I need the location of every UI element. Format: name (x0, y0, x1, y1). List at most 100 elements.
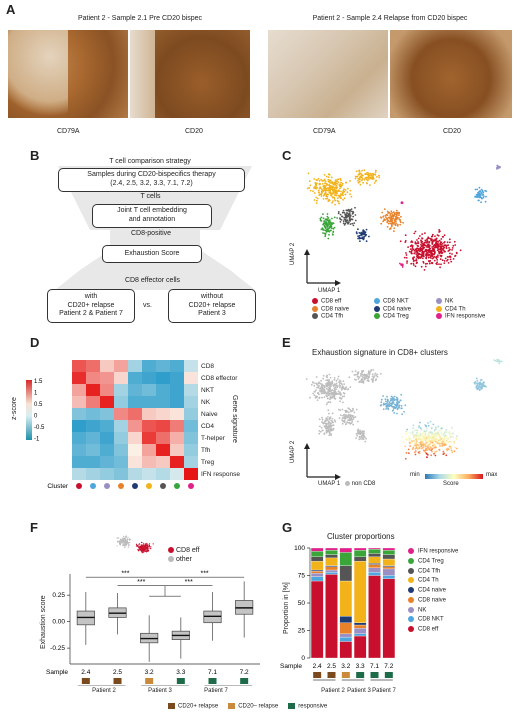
umap-point (345, 212, 348, 214)
stacked-segment (325, 574, 338, 659)
umap-e-point (405, 438, 408, 441)
umap-point (327, 193, 329, 196)
umap-e-point (392, 401, 395, 404)
umap-point (330, 185, 332, 187)
umap-point (329, 225, 331, 228)
umap-e-point (339, 380, 342, 383)
umap-e-point (435, 434, 437, 437)
umap-e-point (327, 394, 330, 397)
umap-point (312, 190, 314, 193)
umap-e-point (384, 398, 387, 400)
umap-point (406, 262, 408, 264)
umap-point (424, 241, 427, 243)
umap-point (496, 166, 498, 169)
legend-swatch (408, 577, 414, 584)
umap-e-point (412, 446, 415, 449)
legend-swatch (436, 298, 442, 304)
umap-point (411, 252, 413, 255)
umap-e-point (431, 435, 434, 438)
umap-point (424, 232, 426, 234)
stacked-segment (339, 565, 353, 582)
umap-e-point (436, 439, 438, 442)
mini-umap-point (127, 545, 129, 547)
umap-e-point (333, 390, 336, 393)
zscore-tick: 0 (34, 414, 38, 420)
condition-square (145, 678, 154, 684)
umap-e-point (324, 420, 327, 422)
umap-point (411, 241, 414, 243)
umap-e-point (318, 381, 320, 384)
umap-point (439, 258, 442, 261)
umap-point (322, 189, 324, 192)
umap-e-point (425, 427, 428, 430)
boxplot-ylabel: Exhaustion score (40, 595, 47, 649)
umap-point (341, 193, 344, 196)
umap-point (322, 198, 325, 200)
umap-e-point (359, 433, 362, 436)
umap-point (343, 218, 346, 221)
stacked-segment (325, 565, 338, 567)
umap-point (485, 195, 487, 198)
umap-point (395, 218, 398, 221)
umap-point (329, 192, 331, 194)
umap-point (424, 265, 427, 268)
umap-e-point (326, 374, 329, 377)
x-tick-label: 3.2 (341, 663, 350, 670)
umap-point (395, 211, 398, 214)
umap-e-point (427, 434, 429, 437)
umap-e-point (327, 401, 330, 403)
x-tick-label: 3.2 (145, 669, 154, 676)
stacked-segment (339, 622, 353, 634)
umap-point (330, 225, 333, 228)
umap-point (332, 200, 334, 202)
umap-e-point (415, 438, 417, 441)
umap-e-point (431, 450, 433, 453)
umap-point (325, 193, 328, 196)
umap-e-point (338, 417, 341, 419)
umap-point (308, 186, 311, 189)
umap-point (319, 219, 322, 222)
umap-point (356, 232, 358, 235)
umap-e-point (363, 432, 365, 435)
heatmap-cell (114, 360, 128, 372)
umap-e-point (421, 432, 424, 435)
heatmap-cell (142, 420, 156, 432)
heatmap-cell (156, 456, 170, 468)
umap-e-point (411, 432, 414, 435)
umap-e-point (396, 412, 398, 415)
umap-e-point (331, 389, 334, 391)
umap-e-point (352, 415, 354, 417)
mini-umap-point (140, 547, 142, 549)
stacked-segment (368, 572, 381, 576)
umap-point (440, 249, 442, 251)
umap-e-point (432, 442, 435, 445)
umap-point (352, 211, 355, 214)
heatmap-cell (184, 420, 198, 432)
umap-point (447, 262, 450, 264)
umap-point (415, 258, 418, 260)
umap-point (454, 255, 456, 257)
umap-point (323, 193, 326, 196)
umap-point (369, 177, 372, 179)
ihc-image-cd79a-pre (8, 30, 128, 118)
umap-e-point (323, 392, 326, 395)
umap-e-point (328, 434, 331, 436)
y-tick-label: 50 (298, 600, 306, 607)
umap-e-point (408, 435, 410, 438)
umap-point (417, 237, 420, 240)
umap-point (423, 269, 426, 271)
umap-e-point (352, 409, 355, 411)
umap-point (409, 248, 412, 250)
umap-e-point (326, 429, 329, 432)
umap-e-point (321, 386, 324, 389)
umap-e-point (386, 404, 389, 406)
umap-point (374, 171, 377, 173)
heatmap-zscore-label: z-score (11, 397, 18, 420)
umap-point (437, 254, 439, 257)
legend-label: CD4 naive (418, 587, 447, 594)
umap-point (329, 221, 331, 224)
mini-umap-point (123, 542, 125, 544)
umap-e-point (478, 385, 481, 388)
umap-e-point (373, 375, 376, 377)
umap-e-point (317, 391, 320, 394)
